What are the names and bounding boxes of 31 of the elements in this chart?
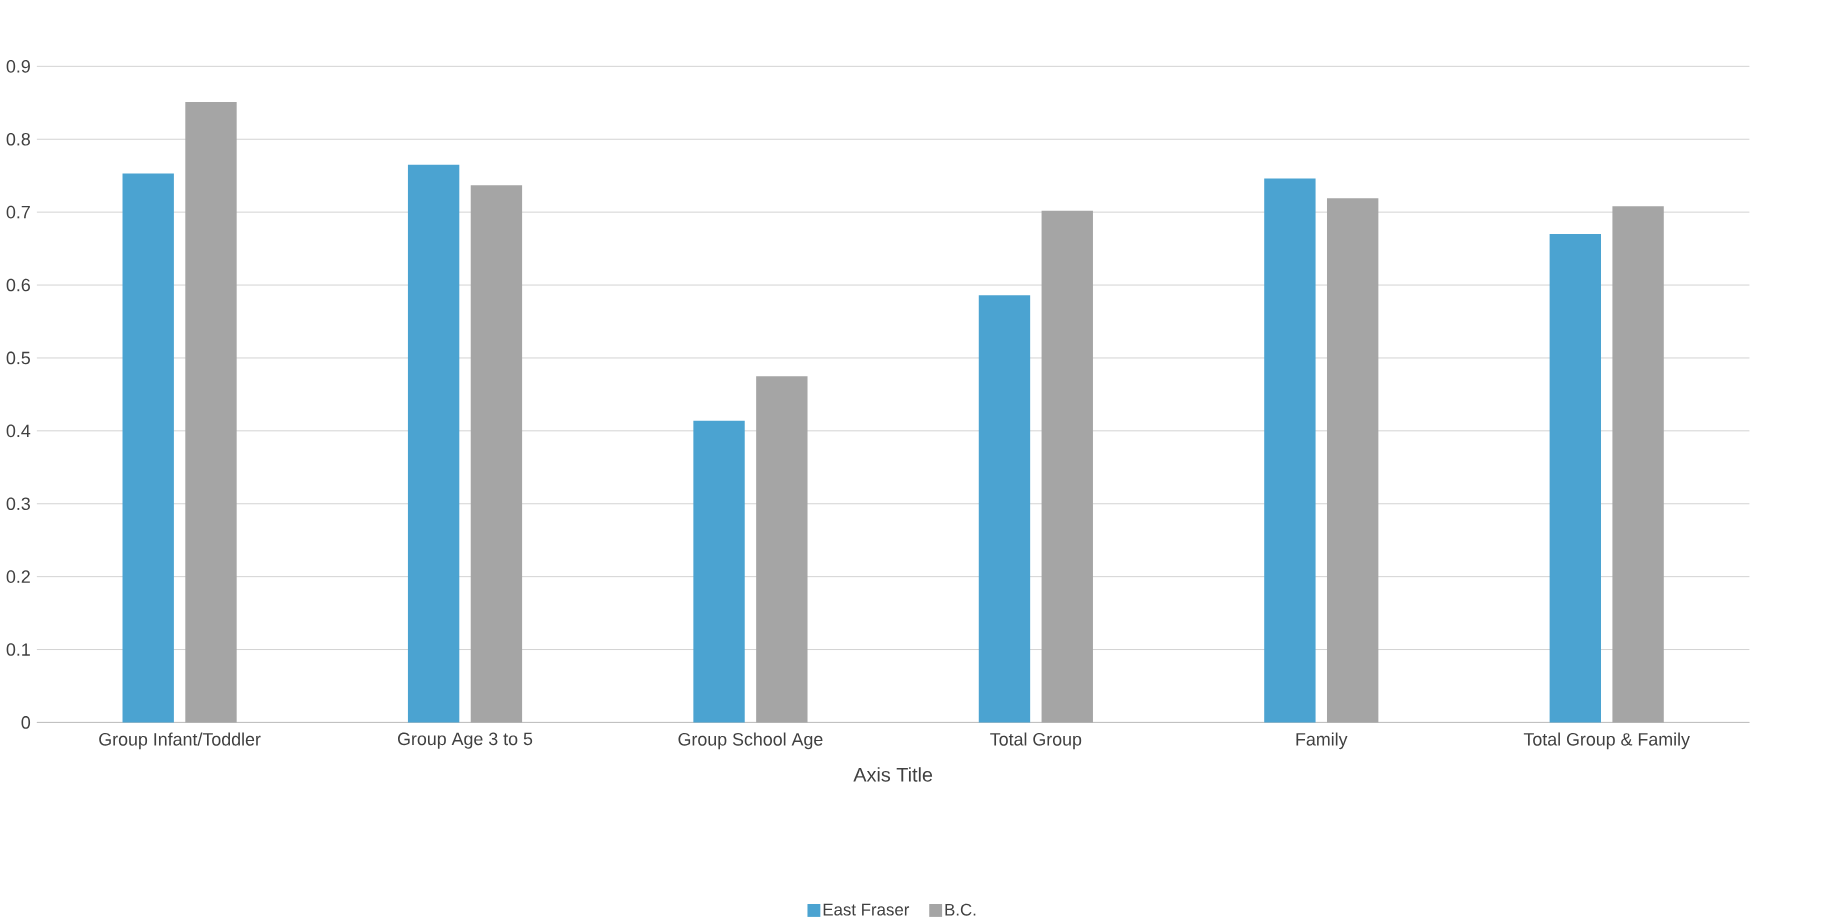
bar — [1612, 206, 1664, 723]
x-tick-label: Group Age 3 to 5 — [397, 732, 533, 749]
bar — [1326, 198, 1379, 723]
legend-label: East Fraser — [823, 903, 910, 916]
x-tick-label: Total Group — [990, 732, 1082, 750]
bar — [1264, 178, 1316, 723]
y-tick-label: 0 — [21, 716, 31, 729]
y-tick-label: 0.3 — [6, 497, 30, 510]
bar — [1549, 233, 1601, 723]
y-tick-label: 0.4 — [6, 424, 31, 438]
x-tick-label: Total Group & Family — [1523, 732, 1690, 750]
y-tick-label: 0.9 — [6, 59, 30, 73]
bar — [1041, 210, 1093, 723]
x-tick-label: Group Infant/Toddler — [99, 732, 261, 750]
y-tick-label: 0.2 — [6, 570, 30, 583]
bar — [693, 420, 745, 723]
bar — [122, 173, 174, 723]
bar — [756, 376, 808, 723]
bar — [185, 102, 237, 723]
y-tick-label: 0.1 — [6, 643, 30, 656]
bar — [470, 185, 523, 723]
y-tick-label: 0.7 — [6, 205, 30, 219]
x-tick-label: Family — [1296, 732, 1348, 750]
y-tick-label: 0.5 — [6, 351, 30, 365]
y-tick-label: 0.6 — [6, 278, 30, 292]
bar — [407, 164, 460, 723]
x-axis-title: Axis Title — [853, 767, 933, 782]
legend-label: B.C. — [945, 903, 976, 916]
y-tick-label: 0.8 — [6, 132, 30, 146]
x-tick-label: Group School Age — [678, 732, 823, 750]
bar — [978, 295, 1031, 723]
